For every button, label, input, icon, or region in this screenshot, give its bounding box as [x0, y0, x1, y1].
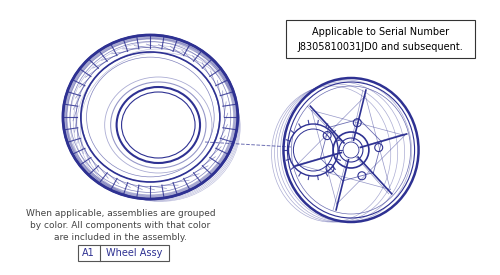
Bar — [286, 20, 475, 58]
Text: are included in the assembly.: are included in the assembly. — [54, 232, 187, 241]
Text: A1: A1 — [82, 248, 95, 258]
Text: Wheel Assy: Wheel Assy — [106, 248, 162, 258]
Bar — [78, 245, 169, 261]
Text: When applicable, assemblies are grouped: When applicable, assemblies are grouped — [26, 208, 216, 218]
Text: by color. All components with that color: by color. All components with that color — [30, 221, 210, 230]
Text: Applicable to Serial Number: Applicable to Serial Number — [312, 27, 450, 37]
Text: J8305810031JD0 and subsequent.: J8305810031JD0 and subsequent. — [298, 42, 464, 52]
